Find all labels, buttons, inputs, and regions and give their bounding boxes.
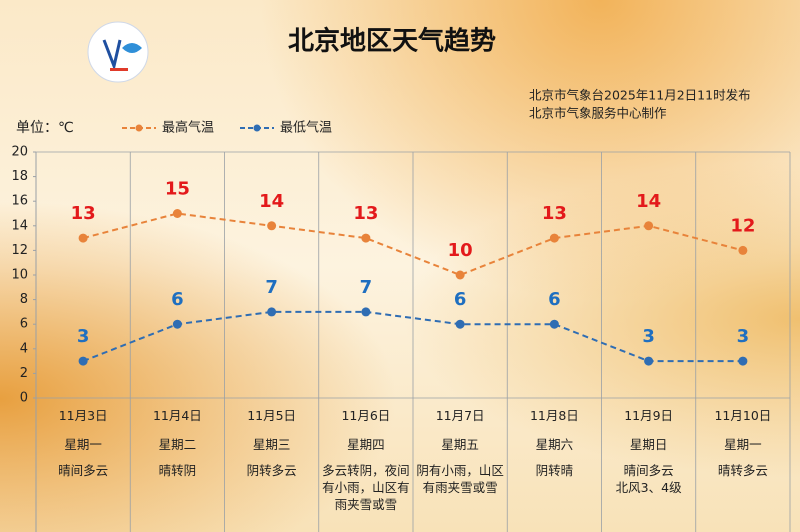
weather: 晴转多云 — [717, 463, 768, 478]
y-tick-label: 10 — [11, 268, 28, 283]
data-point — [172, 319, 182, 329]
x-tick-label: 11月3日 — [58, 408, 108, 423]
x-tick-label: 11月6日 — [341, 408, 391, 423]
data-point — [78, 356, 88, 366]
data-label: 7 — [360, 277, 373, 298]
data-point — [549, 233, 559, 243]
data-point — [361, 307, 371, 317]
weather: 多云转阴，夜间有小雨，山区有雨夹雪或雪 — [322, 463, 410, 512]
unit-label: 单位：℃ — [16, 120, 74, 136]
y-tick-label: 4 — [20, 341, 28, 356]
y-tick-label: 16 — [11, 194, 28, 209]
subtitle: 北京市气象服务中心制作 — [529, 106, 667, 121]
data-point — [644, 356, 654, 366]
data-label: 3 — [77, 326, 90, 347]
y-tick-label: 20 — [11, 145, 28, 160]
y-tick-label: 2 — [20, 366, 28, 381]
data-point — [644, 221, 654, 231]
data-point — [172, 209, 182, 218]
weekday: 星期三 — [252, 437, 291, 452]
data-point — [738, 245, 748, 255]
y-tick-label: 18 — [11, 169, 28, 184]
weekday: 星期六 — [535, 437, 574, 452]
data-label: 14 — [636, 191, 661, 212]
x-tick-label: 11月9日 — [624, 408, 674, 423]
x-tick-label: 11月7日 — [435, 408, 485, 423]
data-label: 13 — [71, 203, 96, 224]
data-label: 6 — [454, 289, 467, 310]
y-tick-label: 6 — [20, 317, 28, 332]
x-tick-label: 11月8日 — [529, 408, 579, 423]
y-tick-label: 8 — [20, 292, 28, 307]
weather: 晴转阴 — [158, 463, 197, 478]
weekday: 星期四 — [347, 437, 385, 452]
logo — [87, 21, 149, 83]
legend-marker — [135, 124, 143, 132]
y-tick-label: 14 — [11, 218, 28, 233]
weather: 阴有小雨，山区有雨夹雪或雪 — [416, 463, 504, 495]
data-label: 12 — [730, 215, 755, 236]
x-tick-label: 11月10日 — [714, 408, 772, 423]
legend-label: 最低气温 — [280, 120, 332, 136]
data-label: 13 — [353, 203, 378, 224]
weather: 晴间多云 — [58, 463, 109, 478]
data-label: 6 — [171, 289, 184, 310]
series-line — [82, 212, 744, 277]
weather: 阴转多云 — [246, 463, 297, 478]
data-label: 6 — [548, 289, 561, 310]
y-tick-label: 12 — [11, 243, 28, 258]
weekday: 星期五 — [441, 437, 479, 452]
data-point — [455, 270, 465, 280]
data-label: 3 — [642, 326, 655, 347]
subtitle: 北京市气象台2025年11月2日11时发布 — [529, 88, 751, 103]
legend-marker — [253, 124, 261, 132]
weekday: 星期二 — [158, 437, 197, 452]
data-label: 15 — [165, 179, 190, 200]
weekday: 星期日 — [629, 437, 668, 452]
data-point — [361, 233, 371, 243]
data-point — [267, 221, 277, 231]
series-line — [82, 310, 743, 363]
x-tick-label: 11月5日 — [247, 408, 297, 423]
data-point — [267, 307, 277, 317]
data-label: 14 — [259, 191, 284, 212]
data-point — [455, 319, 465, 329]
data-label: 10 — [448, 240, 473, 261]
weekday: 星期一 — [724, 437, 762, 452]
data-point — [738, 356, 748, 366]
data-label: 3 — [737, 326, 750, 347]
weekday: 星期一 — [64, 437, 102, 452]
x-tick-label: 11月4日 — [152, 408, 202, 423]
legend-label: 最高气温 — [162, 120, 214, 136]
chart-title: 北京地区天气趋势 — [288, 26, 496, 57]
weather: 阴转晴 — [535, 463, 574, 478]
data-point — [78, 233, 88, 243]
weather: 晴间多云 北风3、4级 — [615, 463, 682, 495]
data-point — [549, 319, 559, 329]
data-label: 7 — [265, 277, 278, 298]
data-label: 13 — [542, 203, 567, 224]
y-tick-label: 0 — [20, 391, 28, 406]
